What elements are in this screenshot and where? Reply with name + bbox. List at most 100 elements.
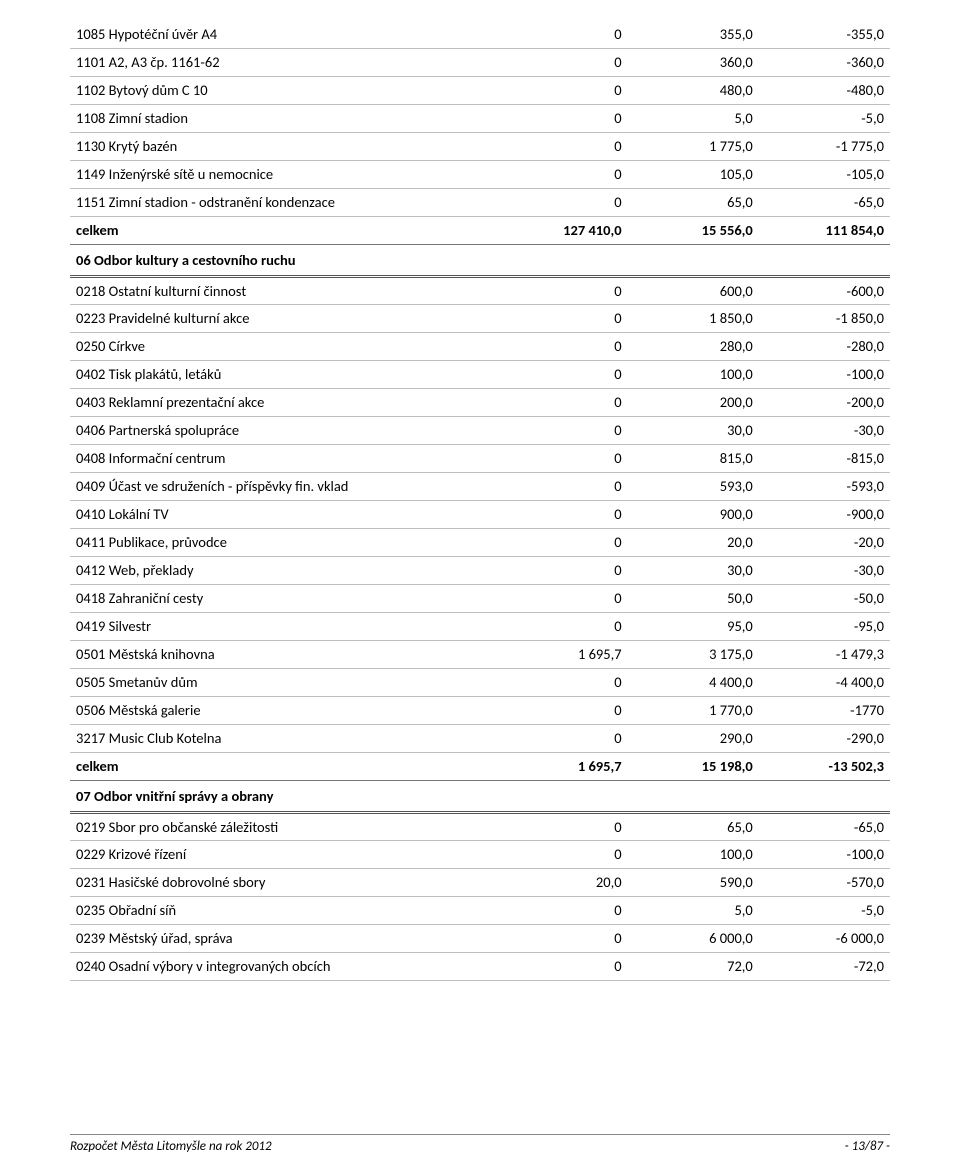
row-col-1: 0	[496, 668, 627, 696]
row-col-1	[496, 780, 627, 812]
row-label: 1108 Zimní stadion	[70, 104, 496, 132]
row-col-3: -290,0	[759, 724, 890, 752]
row-col-2: 50,0	[628, 584, 759, 612]
row-col-2: 30,0	[628, 556, 759, 584]
row-col-3: -1 479,3	[759, 640, 890, 668]
row-col-1: 0	[496, 388, 627, 416]
row-col-3: -200,0	[759, 388, 890, 416]
row-col-2: 5,0	[628, 104, 759, 132]
row-col-3: -100,0	[759, 360, 890, 388]
row-col-3: -65,0	[759, 188, 890, 216]
row-col-3: -5,0	[759, 896, 890, 924]
table-row: 1108 Zimní stadion05,0-5,0	[70, 104, 890, 132]
table-row: 0235 Obřadní síň05,0-5,0	[70, 896, 890, 924]
row-col-1: 0	[496, 840, 627, 868]
row-label: 0406 Partnerská spolupráce	[70, 416, 496, 444]
row-col-1: 0	[496, 812, 627, 840]
row-col-2: 815,0	[628, 444, 759, 472]
row-col-1: 0	[496, 896, 627, 924]
row-label: 0410 Lokální TV	[70, 500, 496, 528]
row-label: 0239 Městský úřad, správa	[70, 924, 496, 952]
row-label: 0412 Web, překlady	[70, 556, 496, 584]
table-row: 0506 Městská galerie01 770,0-1770	[70, 696, 890, 724]
row-col-2: 1 850,0	[628, 304, 759, 332]
row-col-2: 105,0	[628, 160, 759, 188]
table-row: 0219 Sbor pro občanské záležitosti065,0-…	[70, 812, 890, 840]
table-row: 0240 Osadní výbory v integrovaných obcíc…	[70, 952, 890, 980]
row-col-1: 1 695,7	[496, 752, 627, 780]
row-col-1: 0	[496, 500, 627, 528]
row-col-1	[496, 244, 627, 276]
table-row: 0229 Krizové řízení0100,0-100,0	[70, 840, 890, 868]
row-col-3: -20,0	[759, 528, 890, 556]
row-col-3	[759, 244, 890, 276]
row-col-2: 355,0	[628, 20, 759, 48]
row-label: celkem	[70, 752, 496, 780]
table-row: 0231 Hasičské dobrovolné sbory20,0590,0-…	[70, 868, 890, 896]
row-col-1: 0	[496, 724, 627, 752]
row-label: 0240 Osadní výbory v integrovaných obcíc…	[70, 952, 496, 980]
row-col-3: -1 775,0	[759, 132, 890, 160]
table-row: 1085 Hypotéční úvěr A40355,0-355,0	[70, 20, 890, 48]
row-label: 06 Odbor kultury a cestovního ruchu	[70, 244, 496, 276]
table-row: celkem1 695,715 198,0-13 502,3	[70, 752, 890, 780]
footer-page-number: - 13/87 -	[845, 1139, 890, 1154]
row-col-1: 0	[496, 444, 627, 472]
row-col-2: 360,0	[628, 48, 759, 76]
table-row: 1149 Inženýrské sítě u nemocnice0105,0-1…	[70, 160, 890, 188]
row-col-3: -280,0	[759, 332, 890, 360]
row-label: 0408 Informační centrum	[70, 444, 496, 472]
row-col-2: 590,0	[628, 868, 759, 896]
row-col-3: -30,0	[759, 556, 890, 584]
row-col-3: -95,0	[759, 612, 890, 640]
row-col-3: -1770	[759, 696, 890, 724]
row-col-3: -570,0	[759, 868, 890, 896]
row-col-1: 1 695,7	[496, 640, 627, 668]
row-col-2: 1 770,0	[628, 696, 759, 724]
row-col-2: 15 198,0	[628, 752, 759, 780]
row-label: 1102 Bytový dům C 10	[70, 76, 496, 104]
table-row: 0419 Silvestr095,0-95,0	[70, 612, 890, 640]
row-col-1: 0	[496, 416, 627, 444]
row-col-1: 0	[496, 104, 627, 132]
row-label: 0219 Sbor pro občanské záležitosti	[70, 812, 496, 840]
row-col-3: -815,0	[759, 444, 890, 472]
row-col-1: 0	[496, 48, 627, 76]
row-col-1: 0	[496, 276, 627, 304]
row-col-2: 4 400,0	[628, 668, 759, 696]
row-col-2: 6 000,0	[628, 924, 759, 952]
row-col-2: 15 556,0	[628, 216, 759, 244]
row-col-3: -65,0	[759, 812, 890, 840]
row-col-1: 0	[496, 188, 627, 216]
row-label: 0223 Pravidelné kulturní akce	[70, 304, 496, 332]
table-row: 0410 Lokální TV0900,0-900,0	[70, 500, 890, 528]
table-row: 0223 Pravidelné kulturní akce01 850,0-1 …	[70, 304, 890, 332]
row-col-3: -100,0	[759, 840, 890, 868]
row-col-3: -6 000,0	[759, 924, 890, 952]
row-col-3: -600,0	[759, 276, 890, 304]
table-row: 06 Odbor kultury a cestovního ruchu	[70, 244, 890, 276]
row-col-2: 900,0	[628, 500, 759, 528]
row-label: 1149 Inženýrské sítě u nemocnice	[70, 160, 496, 188]
footer-title: Rozpočet Města Litomyšle na rok 2012	[70, 1139, 272, 1154]
row-col-2: 600,0	[628, 276, 759, 304]
row-col-1: 0	[496, 696, 627, 724]
table-row: 1130 Krytý bazén01 775,0-1 775,0	[70, 132, 890, 160]
table-row: 3217 Music Club Kotelna0290,0-290,0	[70, 724, 890, 752]
row-label: 0235 Obřadní síň	[70, 896, 496, 924]
row-col-1: 0	[496, 924, 627, 952]
row-col-2: 72,0	[628, 952, 759, 980]
row-col-3	[759, 780, 890, 812]
row-col-3: -900,0	[759, 500, 890, 528]
table-row: 07 Odbor vnitřní správy a obrany	[70, 780, 890, 812]
row-col-1: 0	[496, 304, 627, 332]
row-col-2: 30,0	[628, 416, 759, 444]
table-row: 1151 Zimní stadion - odstranění kondenza…	[70, 188, 890, 216]
table-row: 0250 Církve0280,0-280,0	[70, 332, 890, 360]
row-col-1: 0	[496, 160, 627, 188]
row-col-3: -5,0	[759, 104, 890, 132]
row-label: 0501 Městská knihovna	[70, 640, 496, 668]
row-col-1: 0	[496, 76, 627, 104]
table-row: 1101 A2, A3 čp. 1161-620360,0-360,0	[70, 48, 890, 76]
row-label: 0402 Tisk plakátů, letáků	[70, 360, 496, 388]
